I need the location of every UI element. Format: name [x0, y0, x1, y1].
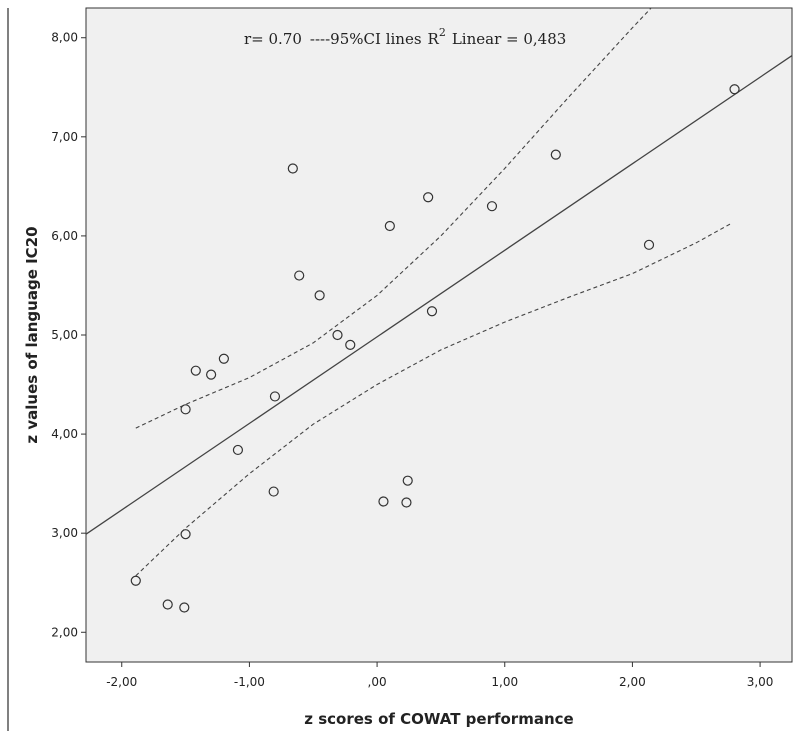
plot-area [86, 8, 792, 662]
x-axis-title: z scores of COWAT performance [304, 710, 573, 728]
annotation-r2-superscript: 2 [439, 26, 446, 39]
y-tick-label: 5,00 [51, 328, 78, 342]
x-tick-label: 3,00 [747, 675, 774, 689]
x-tick-label: -1,00 [234, 675, 265, 689]
annotation-r: r= 0.70 [244, 30, 302, 48]
x-tick-label: 2,00 [619, 675, 646, 689]
annotation-linear: Linear = 0,483 [452, 30, 566, 48]
y-tick-label: 6,00 [51, 229, 78, 243]
annotation: r= 0.70 ----95%CI lines R2 Linear = 0,483 [244, 26, 566, 48]
y-tick-label: 3,00 [51, 526, 78, 540]
y-tick-label: 4,00 [51, 427, 78, 441]
y-tick-label: 7,00 [51, 130, 78, 144]
x-tick-label: -2,00 [106, 675, 137, 689]
y-axis-title: z values of language IC20 [23, 226, 41, 443]
x-tick-label: ,00 [368, 675, 387, 689]
annotation-ci: ----95%CI lines [310, 30, 422, 48]
y-tick-label: 8,00 [51, 31, 78, 45]
x-tick-label: 1,00 [491, 675, 518, 689]
y-tick-label: 2,00 [51, 625, 78, 639]
annotation-r2: R [428, 30, 440, 48]
